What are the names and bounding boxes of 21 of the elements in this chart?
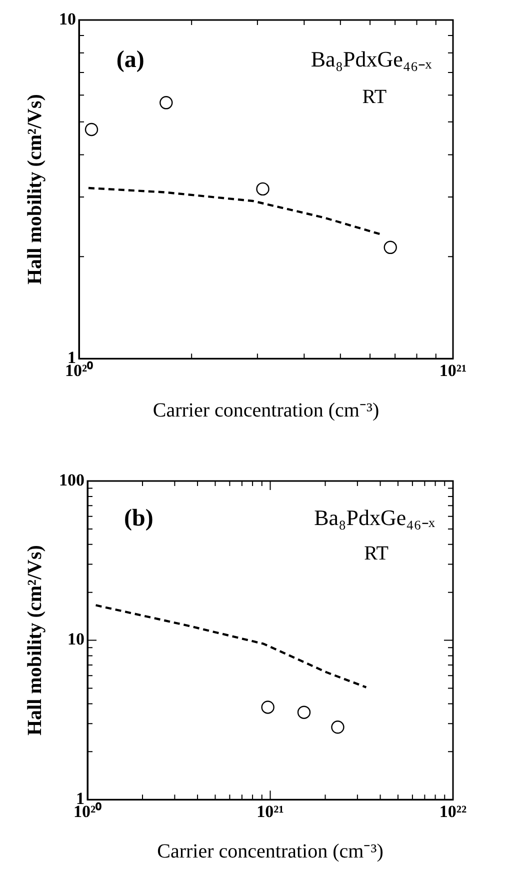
annotation: Ba₈PdxGe₄₆₋ₓ xyxy=(314,505,436,530)
y-axis-title: Hall mobility (cm²/Vs) xyxy=(24,545,46,736)
x-tick-label: 10²² xyxy=(439,802,467,822)
y-tick-label: 10 xyxy=(68,630,84,649)
y-axis-title: Hall mobility (cm²/Vs) xyxy=(24,94,46,285)
point xyxy=(297,706,311,719)
point xyxy=(331,720,344,734)
x-tick-label: 10²¹ xyxy=(256,802,284,822)
point xyxy=(261,700,274,714)
x-tick-label: 10²⁰ xyxy=(64,361,94,380)
x-tick-label: 10²⁰ xyxy=(73,802,102,822)
annotation: RT xyxy=(362,86,387,108)
annotation: (b) xyxy=(124,505,154,532)
annotation: RT xyxy=(364,542,388,565)
x-axis-title: Carrier concentration (cm⁻³) xyxy=(152,399,380,422)
y-tick-label: 100 xyxy=(59,470,84,490)
x-tick-label: 10²¹ xyxy=(439,361,467,380)
y-tick-label: 10 xyxy=(59,9,76,28)
x-axis-title: Carrier concentration (cm⁻³) xyxy=(157,840,384,862)
annotation: (a) xyxy=(116,46,144,73)
annotation: Ba₈PdxGe₄₆₋ₓ xyxy=(310,46,432,72)
